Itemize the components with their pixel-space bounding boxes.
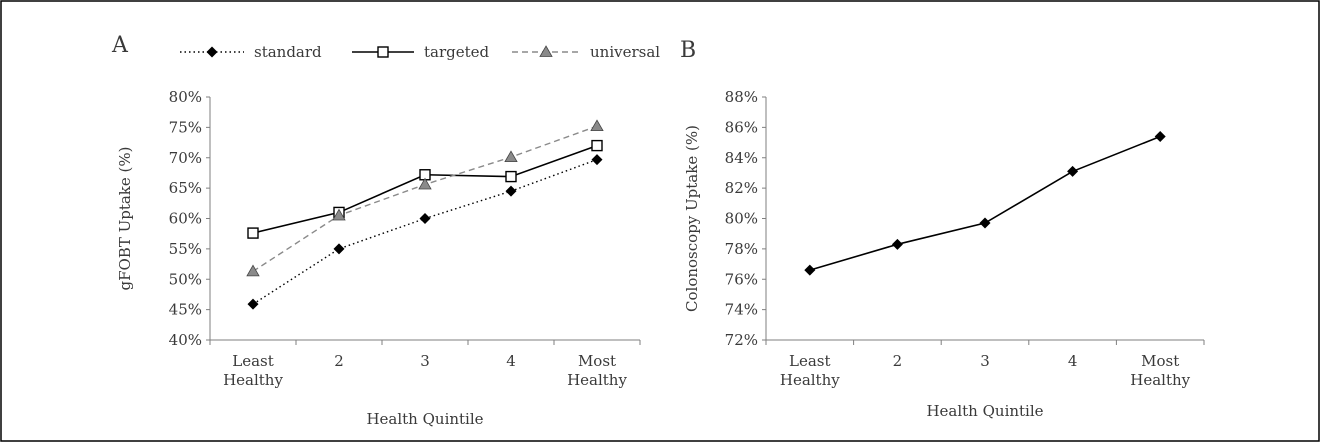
legend-label-standard: standard [254,43,322,61]
x-tick-label-line: 4 [1068,352,1078,370]
legend-label-universal: universal [590,43,660,61]
y-tick-label: 40% [169,331,202,349]
y-tick-label: 80% [725,210,758,228]
x-tick-label: 2 [893,352,903,370]
y-tick-label: 55% [169,240,202,258]
x-tick-label-line: Healthy [567,371,627,389]
x-tick-label-line: Most [1141,352,1179,370]
x-tick-label-line: 3 [420,352,430,370]
y-tick-label: 82% [725,179,758,197]
x-tick-label-line: Healthy [780,371,840,389]
legend-marker-targeted [378,47,388,57]
x-tick-label-line: Healthy [1130,371,1190,389]
data-point-targeted [248,228,258,238]
y-tick-label: 78% [725,240,758,258]
panel-label: B [680,38,696,63]
y-tick-label: 74% [725,301,758,319]
y-tick-label: 70% [169,149,202,167]
x-tick-label-line: Most [578,352,616,370]
y-tick-label: 84% [725,149,758,167]
y-tick-label: 72% [725,331,758,349]
y-tick-label: 76% [725,270,758,288]
x-tick-label-line: Least [789,352,831,370]
x-axis-title: Health Quintile [366,410,483,428]
data-point-targeted [506,172,516,182]
y-tick-label: 45% [169,301,202,319]
x-tick-label: 3 [420,352,430,370]
y-tick-label: 80% [169,88,202,106]
x-tick-label: 3 [980,352,990,370]
y-tick-label: 88% [725,88,758,106]
y-tick-label: 65% [169,179,202,197]
x-tick-label: 4 [1068,352,1078,370]
y-axis-title: gFOBT Uptake (%) [116,146,134,290]
x-tick-label-line: Healthy [223,371,283,389]
x-tick-label-line: 3 [980,352,990,370]
x-tick-label: 4 [506,352,516,370]
x-tick-label-line: 2 [334,352,344,370]
y-axis-title: Colonoscopy Uptake (%) [683,125,701,312]
y-tick-label: 50% [169,270,202,288]
x-tick-label-line: 2 [893,352,903,370]
y-tick-label: 75% [169,118,202,136]
x-tick-label-line: 4 [506,352,516,370]
x-tick-label-line: Least [232,352,274,370]
x-axis-title: Health Quintile [926,402,1043,420]
x-tick-label: 2 [334,352,344,370]
y-tick-label: 60% [169,210,202,228]
y-tick-label: 86% [725,118,758,136]
legend-label-targeted: targeted [424,43,490,61]
data-point-targeted [592,141,602,151]
panel-label: A [111,33,129,58]
